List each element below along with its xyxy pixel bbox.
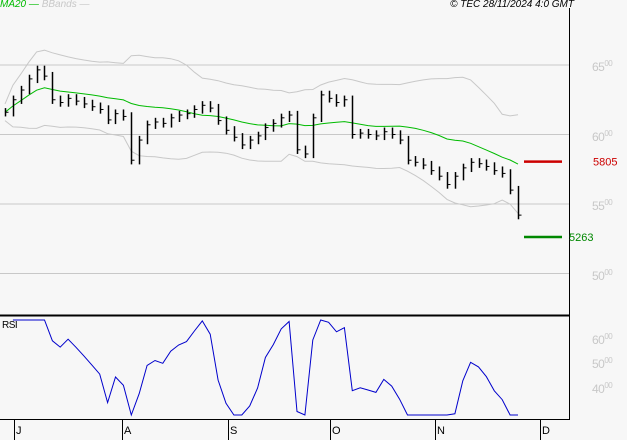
copyright: © TEC 28/11/2024 4:0 GMT — [450, 0, 574, 10]
price-tick-label: 6500 — [592, 59, 613, 74]
month-label: A — [124, 425, 132, 437]
legend: MA20 — BBands — — [0, 0, 90, 10]
rsi-tick-label: 5000 — [592, 356, 613, 371]
rsi-line — [12, 319, 518, 417]
support-line-label: 5263 — [569, 232, 593, 244]
ma20-line — [4, 87, 519, 165]
rsi-tick-label: 4000 — [592, 380, 613, 396]
price-tick-label: 6000 — [592, 128, 613, 144]
resistance-line-label: 5805 — [593, 157, 617, 169]
rsi-tick-label: 6000 — [592, 331, 613, 347]
month-label: S — [230, 425, 238, 437]
rsi-label: RSI — [2, 320, 18, 331]
bband-upper — [4, 49, 519, 117]
bband-lower — [4, 120, 519, 214]
price-tick-label: 5500 — [592, 198, 613, 213]
month-label: J — [16, 425, 22, 437]
legend-bbands: BBands — [41, 0, 77, 10]
price-tick-label: 5000 — [592, 267, 613, 283]
legend-ma20: MA20 — [0, 0, 27, 10]
month-label: D — [542, 425, 550, 437]
month-label: N — [437, 425, 445, 437]
month-label: O — [332, 425, 341, 437]
